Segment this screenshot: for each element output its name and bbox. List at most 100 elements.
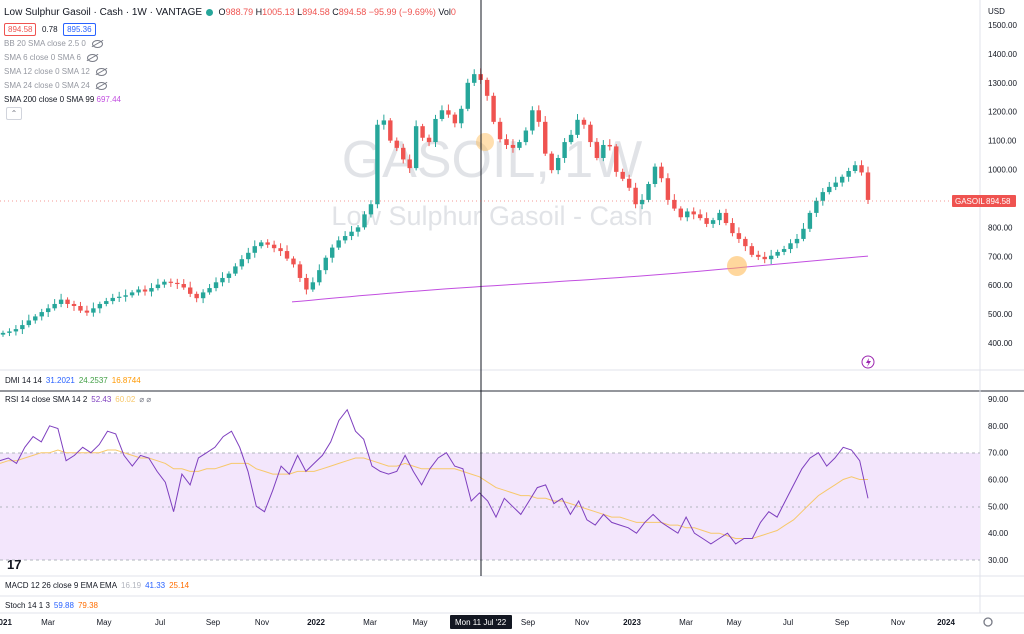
candle-body: [71, 303, 77, 306]
candle-body: [762, 256, 767, 260]
bid-box[interactable]: 894.58: [4, 23, 37, 36]
event-marker[interactable]: [476, 133, 494, 151]
symbol-line[interactable]: Low Sulphur Gasoil · Cash · 1W · VANTAGE…: [4, 5, 456, 20]
candle-body: [220, 277, 225, 283]
candle-body: [543, 121, 548, 154]
candle-body: [833, 182, 838, 187]
candle-body: [743, 238, 748, 247]
time-tick-label: Sep: [206, 618, 221, 627]
candle-body: [659, 166, 664, 179]
price-tick-label: 1000.00: [988, 166, 1017, 175]
indicator-sma6-label: SMA 6 close 0 SMA 6: [4, 53, 81, 62]
indicator-sma200[interactable]: SMA 200 close 0 SMA 99 697.44: [4, 95, 121, 104]
indicator-sma6[interactable]: SMA 6 close 0 SMA 6: [4, 53, 98, 62]
candle-body: [626, 178, 632, 188]
sma200-line: [291, 255, 869, 303]
candle-body: [768, 255, 774, 260]
candle-body: [433, 118, 438, 143]
macd-label: MACD 12 26 close 9 EMA EMA: [5, 581, 118, 590]
crosshair-date: Mon 11 Jul '22: [455, 618, 507, 627]
candle-body: [536, 110, 541, 122]
time-tick-label: Mar: [41, 618, 55, 627]
indicator-sma12[interactable]: SMA 12 close 0 SMA 12: [4, 67, 107, 76]
candle-body: [52, 303, 57, 309]
price-tick-label: 600.00: [988, 281, 1013, 290]
candle-body: [510, 144, 516, 148]
indicator-bb[interactable]: BB 20 SMA close 2.5 0: [4, 39, 103, 48]
candle-body: [246, 252, 251, 260]
candle-body: [78, 305, 83, 311]
rsi-legend[interactable]: RSI 14 close SMA 14 2 52.43 60.02 ⌀ ⌀: [5, 395, 152, 404]
candle-body: [271, 244, 277, 249]
symbol-title[interactable]: Low Sulphur Gasoil · Cash · 1W · VANTAGE: [4, 7, 203, 18]
candle-body: [530, 110, 535, 131]
candle-body: [807, 212, 813, 229]
event-marker[interactable]: [727, 256, 747, 276]
time-tick-label: 2024: [937, 618, 955, 627]
candle-body: [91, 308, 96, 313]
candle-body: [142, 289, 148, 292]
candle-body: [652, 166, 658, 184]
rsi-value: 52.43: [91, 395, 112, 404]
candle-body: [814, 200, 819, 213]
collapse-legend-button[interactable]: ⌃: [6, 107, 22, 120]
rsi-ma-value: 60.02: [115, 395, 136, 404]
candle-body: [110, 297, 115, 302]
settings-gear-icon[interactable]: [983, 617, 993, 627]
candle-body: [297, 264, 303, 278]
candle-body: [97, 303, 103, 309]
tradingview-logo-icon[interactable]: 17: [7, 557, 21, 572]
price-axis[interactable]: 1500.00 1400.00 1300.00 1200.00 1100.00 1000.…: [988, 21, 1017, 348]
candle-body: [304, 277, 309, 290]
candle-body: [129, 292, 135, 296]
macd-hist: 16.19: [121, 581, 142, 590]
candle-body: [162, 281, 167, 285]
candle-body: [310, 282, 316, 290]
time-tick-label: Jul: [783, 618, 793, 627]
macd-line-value: 41.33: [145, 581, 166, 590]
bolt-icon-glyph: [866, 358, 871, 367]
watermark-name: Low Sulphur Gasoil - Cash: [331, 201, 652, 231]
macd-legend[interactable]: MACD 12 26 close 9 EMA EMA 16.19 41.33 25.1…: [5, 581, 189, 590]
price-tick-label: 1500.00: [988, 21, 1017, 30]
candle-body: [549, 153, 554, 171]
candle-body: [207, 288, 212, 293]
time-tick-label: Nov: [255, 618, 269, 627]
indicator-bb-label: BB 20 SMA close 2.5 0: [4, 39, 86, 48]
stoch-d: 79.38: [77, 601, 98, 610]
time-tick-label: May: [412, 618, 427, 627]
candle-body: [45, 308, 51, 313]
stoch-legend[interactable]: Stoch 14 1 3 59.88 79.38: [5, 601, 98, 610]
candle-body: [575, 119, 580, 135]
candle-body: [259, 242, 264, 247]
candle-body: [581, 119, 587, 125]
indicator-sma24[interactable]: SMA 24 close 0 SMA 24: [4, 81, 107, 90]
candle-body: [446, 110, 451, 115]
dmi-legend[interactable]: DMI 14 14 31.2021 24.2537 16.8744: [5, 376, 141, 385]
stoch-label: Stoch 14 1 3: [5, 601, 50, 610]
time-tick-label: 2023: [623, 618, 641, 627]
candle-body: [859, 165, 864, 173]
candle-body: [291, 258, 296, 265]
candle-body: [601, 144, 606, 158]
hidden-eye-icon[interactable]: [91, 39, 103, 48]
hidden-eye-icon[interactable]: [86, 53, 98, 62]
hidden-eye-icon[interactable]: [95, 81, 107, 90]
candle-body: [194, 293, 199, 299]
candle-body: [368, 204, 374, 215]
hidden-eye-icon[interactable]: [95, 67, 107, 76]
indicator-sma24-label: SMA 24 close 0 SMA 24: [4, 81, 90, 90]
ask-box[interactable]: 895.36: [63, 23, 96, 36]
candle-body: [697, 214, 703, 219]
indicator-sma200-label: SMA 200 close 0 SMA 99: [4, 95, 95, 104]
candle-body: [620, 171, 625, 179]
candle-body: [523, 130, 529, 143]
candle-body: [607, 144, 612, 147]
candle-body: [252, 246, 257, 253]
open-value: 988.79: [225, 7, 254, 17]
bolt-icon[interactable]: [861, 355, 875, 369]
rsi-axis[interactable]: 90.00 80.00 70.00 60.00 50.00 40.00 30.00: [988, 395, 1009, 565]
market-status-icon: [206, 9, 214, 17]
time-axis[interactable]: 2021 Mar May Jul Sep Nov 2022 Mar May Sep Nov 2023 M…: [0, 618, 955, 627]
